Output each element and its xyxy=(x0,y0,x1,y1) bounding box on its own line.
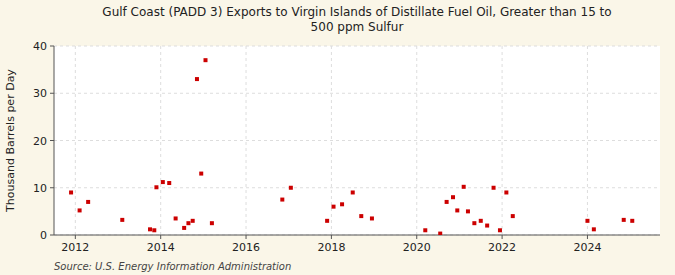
y-grid-line xyxy=(54,93,660,94)
y-grid-line xyxy=(54,187,660,188)
x-tick xyxy=(75,235,76,239)
y-tick-label: 0 xyxy=(40,229,47,242)
point xyxy=(462,185,466,189)
point xyxy=(204,58,208,62)
axes: 0 10 20 30 40 2012 2014 2016 2018 2020 2022 2024 xyxy=(33,40,660,254)
chart: 0 10 20 30 40 2012 2014 2016 2018 2020 2022 2024 Gul… xyxy=(0,0,675,275)
x-grid-line xyxy=(416,46,417,235)
y-tick-label: 20 xyxy=(33,135,47,148)
x-tick-label: 2018 xyxy=(317,241,345,254)
point xyxy=(195,77,199,81)
point xyxy=(485,224,489,228)
y-tick xyxy=(50,235,54,236)
point xyxy=(86,200,90,204)
point xyxy=(622,218,626,222)
point xyxy=(120,218,124,222)
point xyxy=(199,172,203,176)
x-axis-line xyxy=(54,235,660,236)
point xyxy=(186,221,190,225)
y-grid-line xyxy=(54,140,660,141)
x-tick xyxy=(416,235,417,239)
point xyxy=(359,214,363,218)
point xyxy=(340,202,344,206)
point xyxy=(466,209,470,213)
point xyxy=(351,190,355,194)
point xyxy=(423,228,427,232)
x-grid-line xyxy=(502,46,503,235)
y-grid-line xyxy=(54,46,660,47)
title-line: 500 ppm Sulfur xyxy=(311,20,404,34)
x-grid-line xyxy=(587,46,588,235)
point xyxy=(289,186,293,190)
point xyxy=(370,216,374,220)
point xyxy=(585,219,589,223)
y-tick xyxy=(50,46,54,47)
point xyxy=(154,185,158,189)
x-tick-label: 2024 xyxy=(573,241,601,254)
title: Gulf Coast (PADD 3) Exports to Virgin Is… xyxy=(102,5,611,34)
x-tick xyxy=(160,235,161,239)
y-tick-label: 10 xyxy=(33,182,47,195)
point xyxy=(492,186,496,190)
x-tick-label: 2014 xyxy=(147,241,175,254)
x-tick xyxy=(587,235,588,239)
x-tick-label: 2020 xyxy=(403,241,431,254)
point xyxy=(451,195,455,199)
point xyxy=(630,219,634,223)
point xyxy=(167,181,171,185)
point xyxy=(498,228,502,232)
plot-background xyxy=(54,46,660,235)
y-axis-label: Thousand Barrels per Day xyxy=(4,69,17,213)
point xyxy=(332,205,336,209)
point xyxy=(152,228,156,232)
point xyxy=(161,180,165,184)
x-tick xyxy=(246,235,247,239)
x-grid-line xyxy=(246,46,247,235)
x-tick xyxy=(502,235,503,239)
x-grid-line xyxy=(160,46,161,235)
point xyxy=(148,227,152,231)
point xyxy=(69,190,73,194)
point xyxy=(438,232,442,235)
point xyxy=(592,227,596,231)
point xyxy=(210,221,214,225)
y-axis-line xyxy=(54,46,55,235)
point xyxy=(479,219,483,223)
x-tick-label: 2016 xyxy=(232,241,260,254)
grid xyxy=(54,46,660,235)
y-tick-label: 40 xyxy=(33,40,47,53)
x-grid-line xyxy=(75,46,76,235)
point xyxy=(455,208,459,212)
y-tick xyxy=(50,187,54,188)
point xyxy=(472,221,476,225)
x-tick xyxy=(331,235,332,239)
point xyxy=(280,198,284,202)
x-tick-label: 2012 xyxy=(61,241,89,254)
title-line: Gulf Coast (PADD 3) Exports to Virgin Is… xyxy=(102,5,611,19)
source-note: Source: U.S. Energy Information Administ… xyxy=(54,261,291,272)
point xyxy=(325,219,329,223)
y-tick-label: 30 xyxy=(33,87,47,100)
point xyxy=(445,200,449,204)
point xyxy=(191,219,195,223)
point xyxy=(78,208,82,212)
x-tick-label: 2022 xyxy=(488,241,516,254)
point xyxy=(174,216,178,220)
y-tick xyxy=(50,93,54,94)
points xyxy=(69,58,634,235)
point xyxy=(182,226,186,230)
point xyxy=(511,214,515,218)
y-tick xyxy=(50,140,54,141)
y-grid-line xyxy=(54,235,660,236)
point xyxy=(504,190,508,194)
